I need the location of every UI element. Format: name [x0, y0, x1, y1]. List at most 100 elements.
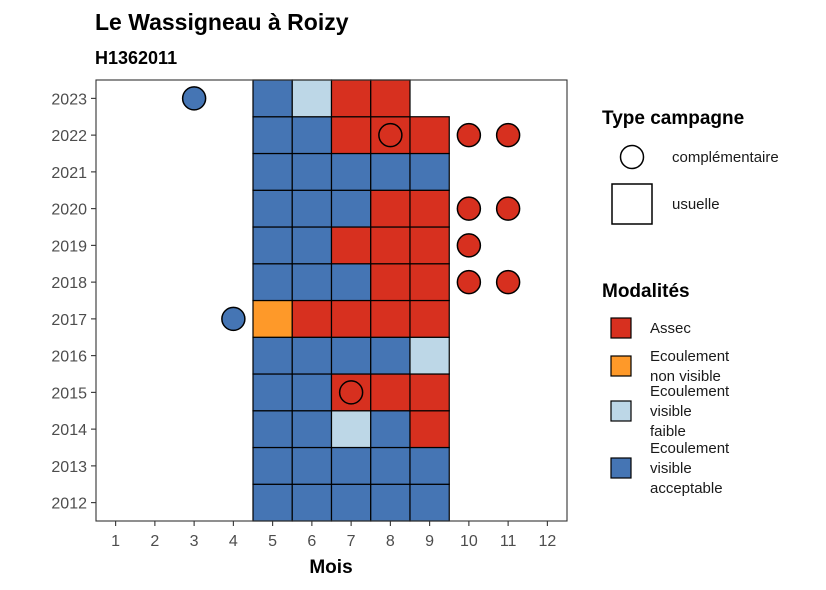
- chart-title: Le Wassigneau à Roizy: [95, 9, 349, 35]
- tile-2012-8: [370, 483, 411, 522]
- x-tick-label: 3: [190, 533, 199, 550]
- tile-2018-6: [291, 263, 333, 302]
- legend-modalite-label: faible: [650, 423, 686, 440]
- legend-modalite-label: acceptable: [650, 480, 723, 497]
- tile-2021-8: [370, 152, 411, 191]
- legend-modalite-label: non visible: [650, 368, 721, 385]
- point-2020-10: [456, 196, 482, 221]
- tile-2021-9: [409, 152, 450, 191]
- tile-2019-7: [330, 226, 372, 265]
- y-tick-label: 2013: [51, 459, 87, 476]
- x-tick-label: 9: [425, 533, 434, 550]
- tile-2016-6: [291, 336, 333, 375]
- tile-2023-8: [370, 79, 411, 118]
- legend-swatch: [610, 317, 632, 339]
- x-axis: 1 2 3 4 5 6 7 8 9 10 11 12: [111, 521, 556, 550]
- plot-border: [95, 79, 568, 522]
- y-tick-label: 2019: [51, 238, 87, 255]
- tile-2020-7: [330, 189, 372, 228]
- tile-2014-8: [370, 410, 411, 449]
- y-tick-label: 2016: [51, 349, 87, 366]
- y-tick-label: 2023: [51, 91, 87, 108]
- legend-campagne-label: usuelle: [672, 196, 720, 213]
- legend-modalite-label: visible: [650, 403, 692, 420]
- legend-circle-key: [619, 144, 645, 170]
- y-tick-label: 2021: [51, 165, 87, 182]
- point-2022-8: [378, 122, 403, 148]
- point-2018-10: [456, 269, 482, 295]
- tile-2014-5: [252, 410, 293, 449]
- tile-2021-6: [291, 152, 333, 191]
- tile-2020-6: [291, 189, 333, 228]
- tile-2015-9: [409, 373, 450, 412]
- tile-2012-9: [409, 483, 450, 522]
- tile-2016-9: [409, 336, 450, 375]
- tile-2018-5: [252, 263, 293, 302]
- tile-2013-7: [330, 446, 372, 485]
- legend-swatch: [610, 400, 632, 422]
- tile-2019-9: [409, 226, 450, 265]
- legend-campagne-label: complémentaire: [672, 149, 779, 166]
- x-tick-label: 7: [347, 533, 356, 550]
- tile-2012-7: [330, 483, 372, 522]
- point-2015-7: [338, 380, 364, 405]
- x-tick-label: 2: [150, 533, 159, 550]
- point-2018-11: [495, 269, 521, 295]
- tile-2014-9: [409, 410, 450, 449]
- y-tick-label: 2015: [51, 385, 87, 402]
- tile-2019-6: [291, 226, 333, 265]
- tile-2018-7: [330, 263, 372, 302]
- tile-2017-6: [291, 299, 333, 338]
- y-tick-label: 2018: [51, 275, 87, 292]
- y-tick-label: 2022: [51, 128, 87, 145]
- tile-2013-5: [252, 446, 293, 485]
- x-axis-title: Mois: [309, 557, 352, 578]
- legend-campagne-title: Type campagne: [602, 108, 744, 129]
- x-tick-label: 1: [111, 533, 120, 550]
- tile-2018-8: [370, 263, 411, 302]
- tile-2013-6: [291, 446, 333, 485]
- y-tick-label: 2012: [51, 496, 87, 513]
- legend-type-campagne: Type campagne complémentaire usuelle: [602, 108, 779, 225]
- point-2022-10: [456, 122, 482, 148]
- tile-2012-6: [291, 483, 333, 522]
- tile-2021-5: [252, 152, 293, 191]
- plot-area: [95, 79, 568, 522]
- tile-2018-9: [409, 263, 450, 302]
- y-tick-label: 2017: [51, 312, 87, 329]
- point-2017-4: [221, 306, 246, 332]
- tile-2022-9: [409, 116, 450, 155]
- tile-2013-9: [409, 446, 450, 485]
- point-2022-11: [495, 122, 521, 148]
- x-tick-label: 6: [307, 533, 316, 550]
- x-tick-label: 5: [268, 533, 277, 550]
- tile-2016-8: [370, 336, 411, 375]
- tile-2022-7: [330, 116, 372, 155]
- tile-2019-8: [370, 226, 411, 265]
- tile-2017-7: [330, 299, 372, 338]
- tile-2023-5: [252, 79, 293, 118]
- tile-2022-6: [291, 116, 333, 155]
- tile-2022-5: [252, 116, 293, 155]
- tile-2019-5: [252, 226, 293, 265]
- tile-2015-5: [252, 373, 293, 412]
- y-axis: 2012 2013 2014 2015 2016 2017 2018 2019 2020 2021…: [51, 91, 96, 513]
- tile-2016-7: [330, 336, 372, 375]
- tile-2014-6: [291, 410, 333, 449]
- tile-2013-8: [370, 446, 411, 485]
- tile-2017-5: [252, 299, 293, 338]
- legend-square-key: [611, 183, 653, 225]
- legend-modalite-label: Ecoulement: [650, 440, 730, 457]
- chart-subtitle: H1362011: [95, 48, 177, 68]
- legend-modalite-label: Ecoulement: [650, 348, 730, 365]
- y-tick-label: 2014: [51, 422, 87, 439]
- tile-2015-6: [291, 373, 333, 412]
- tile-2020-5: [252, 189, 293, 228]
- legend-swatch: [610, 355, 632, 377]
- x-tick-label: 11: [500, 533, 517, 550]
- legend-swatch: [610, 457, 632, 479]
- legend-modalite-label: visible: [650, 460, 692, 477]
- tile-2020-9: [409, 189, 450, 228]
